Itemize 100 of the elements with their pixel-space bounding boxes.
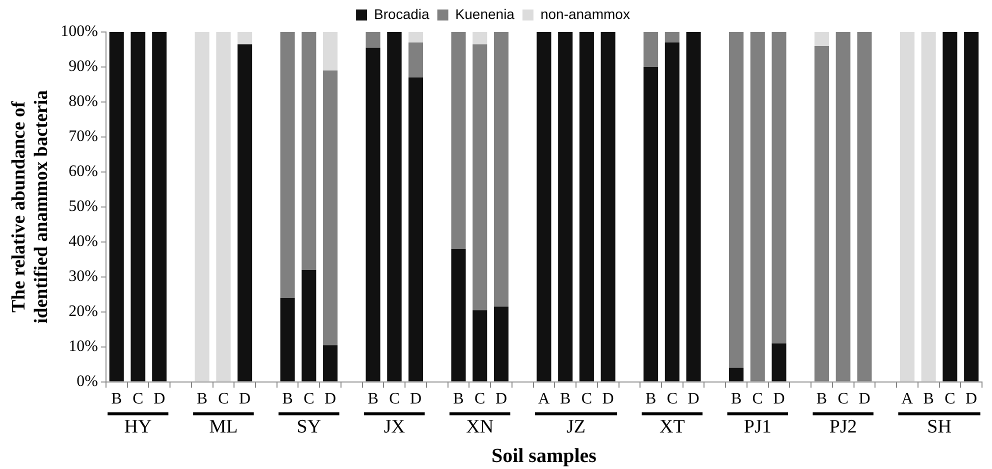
x-tick-label: A [538,390,550,408]
bar [600,32,616,382]
x-tick-label: B [923,390,934,408]
bar [494,306,508,382]
y-tick-label: 30% [68,268,98,286]
y-tick-label: 40% [68,233,98,250]
bar [558,32,573,382]
bar [408,42,424,78]
x-tick-label: D [324,390,336,408]
y-tick-label: 60% [68,163,98,180]
x-tick-label: D [966,390,978,408]
x-tick-label: D [688,390,700,408]
bar [472,44,488,310]
text: SY [296,416,322,438]
bar [130,32,146,382]
text: JZ [566,416,586,438]
bar [536,32,552,382]
text: PJ2 [829,416,857,438]
bar [451,248,466,382]
x-tick-label: C [132,390,144,408]
text: XT [660,416,686,438]
y-tick-label: 10% [68,338,98,356]
bar [323,70,338,346]
bar [408,32,424,42]
text: ML [209,416,238,438]
bar [238,32,252,44]
bar [664,32,680,42]
bar [323,32,338,70]
x-axis-title: Soil samples [491,445,597,468]
text: JX [384,416,406,438]
bar [216,32,231,382]
bar [387,32,402,382]
bar [366,32,380,48]
text: XN [466,416,494,438]
x-tick-label: B [560,390,571,408]
x-tick-label: D [773,390,785,408]
x-tick-label: D [858,390,870,408]
bar [644,66,658,382]
x-tick-label: B [111,390,122,408]
x-tick-label: C [304,390,314,408]
bar [408,77,424,382]
bar [686,32,701,382]
x-tick-label: D [239,390,251,408]
bar [323,345,338,382]
bar [109,32,124,382]
bar [494,32,508,307]
x-tick-label: D [495,390,508,408]
bar [366,48,380,382]
bar [152,32,167,382]
x-tick-label: D [410,390,422,408]
x-tick-label: B [453,390,464,408]
x-tick-label: B [816,390,828,408]
bar [814,32,830,46]
y-tick-label: 20% [68,303,98,320]
x-tick-label: D [602,390,614,408]
x-tick-label: C [389,390,400,408]
x-tick-label: C [474,390,486,408]
bar [729,32,744,368]
x-tick-label: B [196,390,208,408]
bar [472,32,488,44]
y-tick-label: 50% [68,198,98,216]
bar [729,368,744,382]
bar [579,32,594,382]
text: HY [124,416,152,438]
y-tick-label: 70% [68,128,98,146]
legend-label: Brocadia [374,6,430,22]
text: SH [927,416,952,438]
x-tick-label: C [666,390,678,408]
legend-label: non-anammox [540,6,630,22]
bar [280,298,295,382]
y-tick-label: 0% [76,373,98,390]
bar [772,343,786,382]
legend-label: Kuenenia [455,6,515,22]
bar [964,32,979,382]
y-tick-label: 80% [68,93,98,110]
x-tick-label: B [368,390,378,408]
bar [900,32,914,382]
bar [942,32,958,382]
x-tick-label: B [282,390,293,408]
bar [472,310,488,382]
bar [644,32,658,67]
y-tick-label: 90% [68,58,98,76]
bar [302,32,316,270]
bar [921,32,936,382]
x-tick-label: D [154,390,166,408]
text: PJ1 [744,416,772,438]
bar [451,32,466,249]
x-tick-label: B [645,390,656,408]
x-tick-label: C [838,390,848,408]
x-tick-label: A [901,390,914,408]
bar [280,32,295,298]
x-tick-label: C [944,390,956,408]
x-tick-label: C [581,390,592,408]
x-tick-label: C [218,390,229,408]
bar [664,42,680,382]
x-tick-label: B [730,390,742,408]
bar [194,32,210,382]
bar [772,32,786,344]
bar [302,270,316,382]
x-tick-label: C [752,390,763,408]
